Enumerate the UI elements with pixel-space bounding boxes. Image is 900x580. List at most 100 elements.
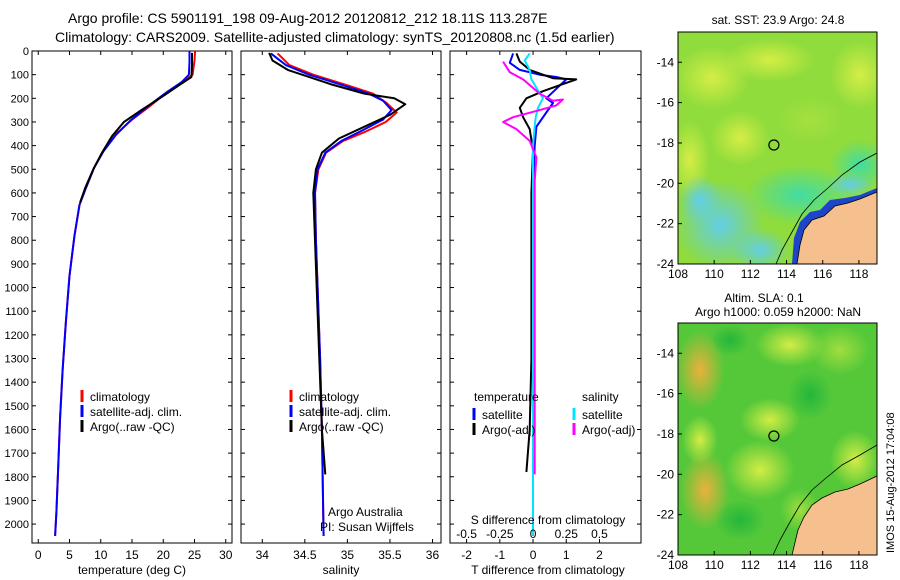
difference-axes-frame — [449, 50, 642, 544]
sst-lat-tick-label: -16 — [657, 96, 675, 110]
depth-tick-label: 0 — [23, 46, 29, 58]
difference-legend-label: satellite — [482, 408, 523, 422]
temp-legend-label: Argo(..raw -QC) — [90, 420, 175, 434]
difference-x-tick-label: 1 — [563, 548, 570, 562]
difference-top-tick-label: 0.25 — [555, 527, 579, 541]
depth-tick-label: 1700 — [5, 448, 29, 460]
sst-lon-tick-label: 108 — [668, 267, 688, 281]
sla-lon-tick-label: 108 — [668, 558, 688, 572]
difference-x-tick-label: -2 — [461, 548, 472, 562]
salinity-x-tick-label: 35 — [341, 548, 355, 562]
sla-lon-tick-label: 114 — [777, 558, 796, 572]
salinity-x-tick-label: 36 — [426, 548, 440, 562]
temperature-lines — [54, 50, 197, 536]
temperature-panel: 0100200300400500600700800900100011001200… — [5, 46, 233, 577]
sla-map-subtitle: Argo h1000: 0.059 h2000: NaN — [695, 305, 861, 319]
difference-series-line-1 — [508, 53, 568, 536]
salinity-series-line-1 — [276, 52, 398, 536]
salinity-panel: 34 34.5 35 35.5 36 salinity climatologysatel… — [240, 50, 442, 577]
temperature-x-tick-label: 0 — [35, 548, 42, 562]
sst-lon-tick-label: 118 — [849, 267, 868, 281]
difference-lines — [502, 52, 578, 536]
sla-lon-tick-label: 110 — [705, 558, 724, 572]
sst-field — [678, 32, 877, 264]
salinity-series-line-2 — [270, 52, 393, 536]
salinity-axes-frame — [240, 50, 442, 544]
difference-top-tick-label: 0.5 — [591, 527, 608, 541]
side-note: IMOS 15-Aug-2012 17:04:08 — [885, 412, 897, 553]
difference-x-label: T difference from climatology — [471, 563, 625, 577]
difference-legend-label: satellite — [582, 408, 623, 422]
depth-tick-label: 300 — [11, 117, 29, 129]
depth-tick-label: 1000 — [5, 283, 29, 295]
sst-map-panel: sat. SST: 23.9 Argo: 24.8 108 110 112 114 11… — [657, 13, 878, 281]
sst-land — [797, 192, 877, 264]
sst-lon-tick-label: 116 — [813, 267, 832, 281]
salinity-x-tick-label: 35.5 — [378, 548, 402, 562]
header-line-2: Climatology: CARS2009. Satellite-adjuste… — [55, 29, 615, 45]
depth-tick-label: 1900 — [5, 495, 29, 507]
difference-x-tick-label: -1 — [494, 548, 505, 562]
depth-tick-label: 500 — [11, 164, 29, 176]
difference-legend-header: temperature — [474, 390, 539, 404]
difference-legend-header: salinity — [582, 390, 619, 404]
sla-map-frame — [677, 322, 878, 556]
depth-tick-label: 1600 — [5, 424, 29, 436]
sst-float-marker — [768, 139, 780, 151]
sla-lat-tick-label: -24 — [657, 548, 675, 562]
header-line-1: Argo profile: CS 5901191_198 09-Aug-2012… — [68, 10, 548, 26]
depth-tick-label: 600 — [11, 188, 29, 200]
difference-top-tick-label: -0.25 — [486, 527, 514, 541]
sla-map-title: Altim. SLA: 0.1 — [724, 291, 804, 305]
depth-tick-label: 1500 — [5, 401, 29, 413]
sst-lat-tick-label: -24 — [657, 257, 675, 271]
sla-lat-tick-label: -18 — [657, 427, 675, 441]
depth-tick-label: 200 — [11, 93, 29, 105]
difference-series-line-2 — [515, 53, 578, 473]
temperature-x-tick-label: 15 — [125, 548, 139, 562]
sla-lat-tick-label: -16 — [657, 387, 675, 401]
difference-y-ticks — [450, 50, 641, 525]
difference-top-tick-label: 0 — [530, 527, 537, 541]
difference-series-line-3 — [523, 52, 544, 536]
sst-lat-tick-label: -18 — [657, 136, 675, 150]
temperature-x-tick-label: 30 — [219, 548, 233, 562]
temperature-y-ticks: 0 100 200 300 400 500 600 700 800 900 1000 1100 1200… — [5, 46, 232, 531]
difference-top-tick-label: -0.5 — [456, 527, 477, 541]
difference-legend-label: Argo(-adj) — [482, 423, 535, 437]
sla-land — [792, 476, 877, 555]
sst-lat-tick-label: -20 — [657, 176, 675, 190]
salinity-annotation-2: PI: Susan Wijffels — [320, 520, 414, 534]
difference-top-axis-label: S difference from climatology — [471, 513, 626, 527]
temp-legend-label: satellite-adj. clim. — [90, 405, 182, 419]
temperature-x-label: temperature (deg C) — [78, 563, 186, 577]
sla-field — [678, 323, 877, 555]
sal-legend-label: Argo(..raw -QC) — [299, 420, 384, 434]
salinity-series-line-3 — [268, 52, 407, 475]
temperature-x-tick-label: 5 — [66, 548, 73, 562]
depth-tick-label: 1400 — [5, 377, 29, 389]
difference-panel: -2 -1 0 1 2 S difference from climatology -0… — [449, 50, 642, 577]
difference-x-tick-label: 0 — [530, 548, 537, 562]
temperature-x-tick-label: 10 — [94, 548, 108, 562]
sal-legend-label: satellite-adj. clim. — [299, 405, 391, 419]
sla-map-ticks: 108 110 112 114 116 118 -24 -22 -20 -18 -16 -14 — [657, 346, 869, 572]
sla-lon-tick-label: 118 — [849, 558, 868, 572]
difference-x-tick-label: 2 — [596, 548, 603, 562]
depth-tick-label: 900 — [11, 259, 29, 271]
temperature-x-tick-label: 20 — [157, 548, 171, 562]
sla-lat-tick-label: -20 — [657, 467, 675, 481]
salinity-x-tick-label: 34 — [256, 548, 270, 562]
salinity-x-label: salinity — [323, 563, 360, 577]
difference-series-line-4 — [502, 61, 564, 475]
sst-lon-tick-label: 110 — [705, 267, 724, 281]
depth-tick-label: 800 — [11, 235, 29, 247]
temperature-x-ticks: 0 5 10 15 20 25 30 — [35, 51, 233, 562]
salinity-lines — [268, 52, 407, 536]
salinity-annotation-1: Argo Australia — [328, 505, 403, 519]
sst-lon-tick-label: 112 — [741, 267, 760, 281]
salinity-x-ticks: 34 34.5 35 35.5 36 — [256, 51, 440, 562]
sst-lat-tick-label: -14 — [657, 55, 675, 69]
